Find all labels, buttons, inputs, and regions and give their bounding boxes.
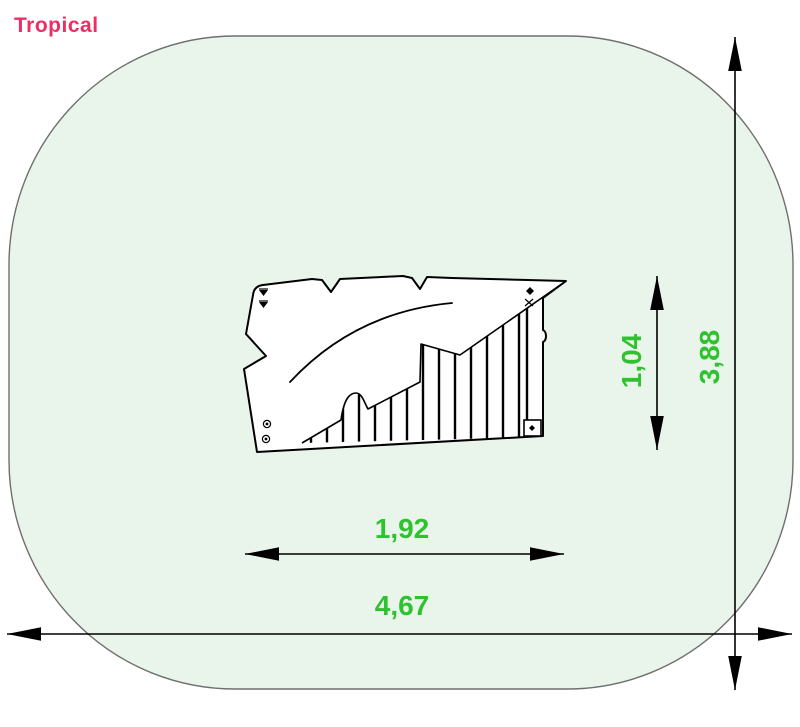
equipment-outline [243, 275, 567, 453]
dimension-arrows [7, 37, 792, 690]
item-depth-dimension-label: 1,04 [616, 333, 647, 389]
bolt-icon [262, 419, 272, 429]
product-title: Tropical [14, 14, 99, 37]
equipment-top-view [243, 275, 567, 453]
slat-boundary-line [301, 280, 567, 444]
bolt-icon [524, 298, 534, 307]
leaf-vein-line [289, 302, 453, 383]
zone-width-dimension-label: 4,67 [374, 590, 430, 621]
bolt-icon [526, 287, 534, 295]
bolt-icon [259, 302, 268, 308]
bolt-icons [259, 287, 535, 444]
item-width-dimension-label: 1,92 [374, 513, 430, 544]
bolt-icon [529, 425, 535, 431]
bolt-icon [261, 434, 271, 444]
bolt-icon [259, 290, 268, 296]
zone-depth-dimension-label: 3,88 [694, 329, 725, 385]
